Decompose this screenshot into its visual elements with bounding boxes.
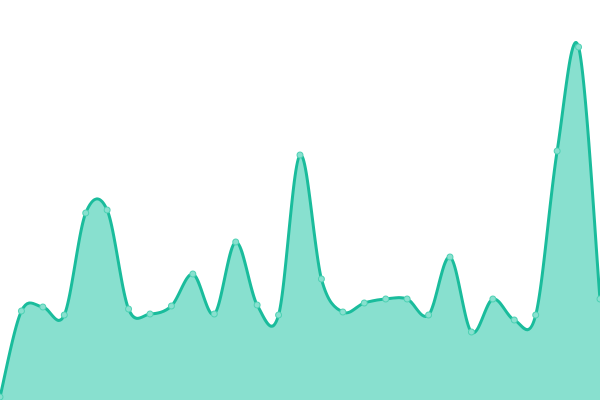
- data-point: [317, 275, 325, 283]
- data-point: [0, 393, 4, 400]
- data-point: [17, 307, 25, 315]
- data-point: [575, 43, 583, 51]
- data-point: [382, 295, 390, 303]
- data-point: [532, 311, 540, 319]
- data-point: [146, 310, 154, 318]
- data-point: [360, 299, 368, 307]
- data-point: [39, 303, 47, 311]
- data-point: [253, 301, 261, 309]
- data-point: [489, 295, 497, 303]
- data-point: [467, 328, 475, 336]
- data-point: [167, 302, 175, 310]
- data-point: [296, 151, 304, 159]
- data-point: [510, 316, 518, 324]
- data-point: [103, 206, 111, 214]
- data-point: [60, 311, 68, 319]
- data-point: [82, 209, 90, 217]
- data-markers: [0, 43, 600, 400]
- data-point: [596, 295, 600, 303]
- data-point: [425, 311, 433, 319]
- data-point: [275, 311, 283, 319]
- data-point: [189, 270, 197, 278]
- data-point: [553, 147, 561, 155]
- area-fill: [0, 42, 600, 400]
- data-point: [232, 238, 240, 246]
- data-point: [210, 310, 218, 318]
- data-point: [339, 308, 347, 316]
- data-point: [125, 305, 133, 313]
- data-point: [446, 253, 454, 261]
- data-point: [403, 295, 411, 303]
